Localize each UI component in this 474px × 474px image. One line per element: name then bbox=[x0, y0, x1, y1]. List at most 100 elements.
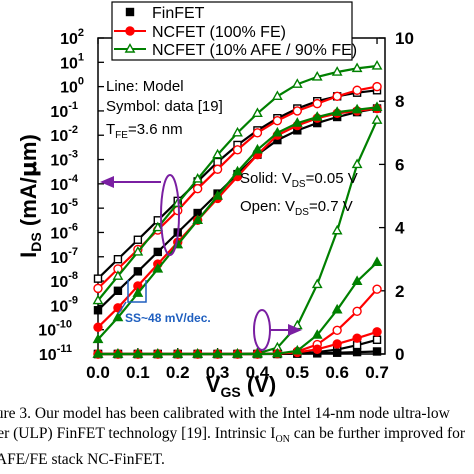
legend-label: NCFET (100% FE) bbox=[152, 24, 286, 41]
data-point bbox=[311, 329, 323, 339]
x-tick-label: 0.0 bbox=[86, 363, 110, 382]
data-point bbox=[352, 347, 362, 357]
chart-marks bbox=[92, 60, 383, 359]
annotation-line-model: Line: Model bbox=[106, 78, 184, 95]
y-tick-label-left: 101 bbox=[60, 51, 84, 72]
data-point bbox=[192, 348, 204, 358]
legend-marker bbox=[125, 26, 135, 36]
y-tick-label-left: 10-4 bbox=[50, 173, 78, 194]
caption-line-3: e AFE/FE stack NC-FinFET. bbox=[0, 451, 165, 469]
annotation-solid: Solid: VDS=0.05 V bbox=[240, 170, 358, 190]
data-point bbox=[271, 90, 283, 101]
data-point bbox=[192, 173, 204, 183]
legend-marker bbox=[125, 7, 135, 17]
y-tick-label-left: 10-8 bbox=[50, 270, 78, 291]
data-point bbox=[113, 254, 123, 264]
y-tick-label-left: 100 bbox=[60, 76, 84, 97]
data-point bbox=[371, 256, 383, 267]
data-point bbox=[331, 303, 343, 314]
legend: FinFET NCFET (100% FE)NCFET (10% AFE / 90… bbox=[111, 1, 357, 61]
y-tick-label-left: 10-10 bbox=[38, 319, 72, 340]
data-point bbox=[213, 157, 222, 167]
legend-marker bbox=[124, 43, 136, 53]
x-tick-label: 0.1 bbox=[126, 363, 150, 382]
data-point bbox=[351, 103, 363, 114]
data-point bbox=[212, 190, 223, 200]
caption-line-2-sub: ON bbox=[275, 434, 290, 446]
y-tick-label-left: 102 bbox=[60, 27, 84, 48]
data-point bbox=[152, 348, 164, 358]
data-point bbox=[192, 184, 203, 194]
arrow-head-left bbox=[100, 176, 114, 188]
data-point bbox=[132, 245, 144, 256]
x-tick-label: 0.7 bbox=[365, 363, 389, 382]
legend-label: NCFET (10% AFE / 90% FE) bbox=[152, 42, 357, 59]
data-point bbox=[252, 143, 263, 154]
x-tick-label: 0.4 bbox=[246, 363, 270, 382]
y-tick-label-left: 10-7 bbox=[50, 246, 78, 267]
data-point bbox=[93, 306, 103, 315]
arrow-head-right bbox=[288, 324, 302, 336]
y-axis-label: IDS (mA/μm) bbox=[16, 134, 44, 258]
data-point bbox=[93, 274, 103, 283]
y-tick-label-right: 0 bbox=[395, 345, 404, 364]
caption-line-2: wer (ULP) FinFET technology [19]. Intrin… bbox=[0, 424, 474, 450]
y-tick-label-left: 10-1 bbox=[50, 100, 78, 121]
caption-line-2-a: wer (ULP) FinFET technology [19]. Intrin… bbox=[0, 425, 276, 442]
data-point bbox=[133, 235, 143, 244]
data-point bbox=[212, 148, 223, 159]
data-point bbox=[332, 348, 342, 357]
data-point bbox=[372, 347, 382, 356]
data-point bbox=[152, 262, 164, 273]
y-tick-label-right: 6 bbox=[395, 155, 404, 174]
data-point bbox=[331, 66, 343, 76]
log-scale-curves bbox=[92, 60, 383, 344]
y-tick-label-left: 10-11 bbox=[39, 343, 72, 364]
data-point bbox=[152, 221, 164, 232]
data-point bbox=[352, 85, 362, 95]
caption-line-2-b: can be further improved for bbox=[289, 425, 466, 442]
y-tick-label-right: 4 bbox=[395, 219, 405, 238]
x-axis-label: VGS (V) bbox=[206, 372, 276, 400]
y-tick-label-left: 10-5 bbox=[50, 197, 78, 218]
data-point bbox=[271, 347, 283, 358]
data-point bbox=[232, 145, 243, 155]
data-point bbox=[232, 165, 243, 176]
data-point bbox=[232, 126, 243, 137]
highlight-ellipse-left bbox=[160, 174, 180, 256]
data-point bbox=[372, 81, 382, 92]
data-point bbox=[331, 224, 343, 235]
data-point bbox=[292, 106, 303, 116]
data-point bbox=[132, 287, 144, 297]
annotations: Line: Model Symbol: data [19] TFE=3.6 nm So… bbox=[100, 78, 358, 351]
data-point bbox=[133, 267, 143, 276]
data-point bbox=[332, 325, 342, 335]
y-tick-label-right: 2 bbox=[395, 282, 404, 301]
data-point bbox=[291, 344, 303, 355]
data-point bbox=[232, 348, 243, 358]
data-point bbox=[93, 322, 103, 332]
x-tick-label: 0.3 bbox=[206, 363, 230, 382]
data-point bbox=[153, 247, 162, 257]
data-point bbox=[351, 275, 363, 286]
data-point bbox=[252, 348, 263, 358]
data-point bbox=[252, 128, 263, 138]
data-point bbox=[272, 115, 283, 126]
data-point bbox=[252, 107, 263, 118]
data-point bbox=[311, 278, 323, 289]
data-point bbox=[92, 333, 104, 344]
y-tick-label-left: 10-6 bbox=[50, 221, 78, 242]
data-point bbox=[192, 214, 204, 225]
data-point bbox=[291, 117, 303, 127]
data-point bbox=[93, 283, 103, 294]
data-point bbox=[312, 344, 322, 354]
highlight-ellipse-right bbox=[253, 309, 271, 351]
data-point bbox=[331, 106, 343, 116]
ss-bracket bbox=[127, 280, 147, 303]
caption-line-1: gure 3. Our model has been calibrated wi… bbox=[0, 405, 450, 422]
annotation-open: Open: VDS=0.7 V bbox=[240, 198, 353, 218]
data-point bbox=[112, 348, 124, 358]
data-point bbox=[351, 62, 363, 73]
data-point bbox=[212, 348, 223, 358]
